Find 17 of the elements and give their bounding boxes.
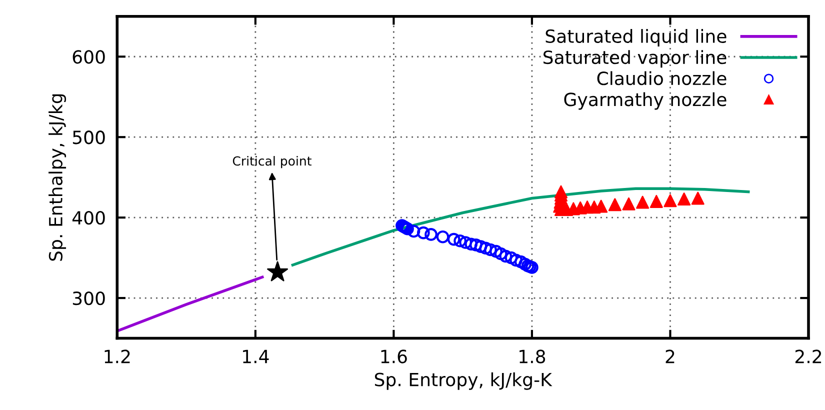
y-tick-label: 400	[72, 211, 105, 225]
x-tick-label: 2.2	[795, 350, 822, 364]
y-axis-title: Sp. Enthalpy, kJ/kg	[48, 94, 66, 261]
legend-label: Saturated vapor line	[544, 50, 726, 68]
x-tick-label: 2	[666, 350, 674, 364]
legend-label: Saturated liquid line	[546, 29, 726, 47]
legend-label: Claudio nozzle	[597, 71, 726, 86]
y-tick-label: 500	[72, 130, 105, 144]
annotation: Critical point	[232, 156, 312, 168]
x-tick-label: 1.6	[381, 350, 407, 364]
x-tick-label: 1.4	[243, 350, 269, 364]
x-axis-title: Sp. Entropy, kJ/kg-K	[374, 372, 552, 390]
y-tick-label: 600	[72, 50, 105, 64]
y-tick-label: 300	[72, 291, 105, 306]
x-tick-label: 1.2	[104, 350, 130, 364]
legend-label: Gyarmathy nozzle	[564, 92, 726, 110]
x-tick-label: 1.8	[520, 350, 546, 364]
